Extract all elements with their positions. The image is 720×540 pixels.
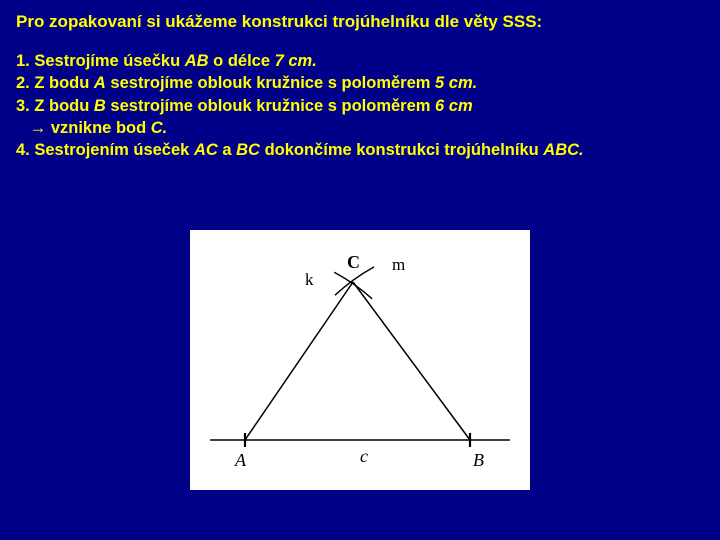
step-3: 3. Z bodu B sestrojíme oblouk kružnice s… xyxy=(16,95,704,117)
svg-text:C: C xyxy=(347,252,360,272)
title-area: Pro zopakovaní si ukážeme konstrukci tro… xyxy=(0,0,720,32)
step-4: 4. Sestrojením úseček AC a BC dokončíme … xyxy=(16,139,704,161)
step-1-text-c: o délce xyxy=(209,52,275,70)
step-4-text-c: a xyxy=(218,141,236,159)
step-3-c: C. xyxy=(151,119,168,137)
step-1-text-a: 1. Sestrojíme úsečku xyxy=(16,52,185,70)
step-3-arrow: → vznikne bod xyxy=(16,119,151,137)
slide-title: Pro zopakovaní si ukážeme konstrukci tro… xyxy=(16,12,704,32)
step-3-b: B xyxy=(94,97,106,115)
step-2-text-c: sestrojíme oblouk kružnice s poloměrem xyxy=(106,74,435,92)
step-2-text-a: 2. Z bodu xyxy=(16,74,94,92)
slide: Pro zopakovaní si ukážeme konstrukci tro… xyxy=(0,0,720,540)
step-3-text-c: sestrojíme oblouk kružnice s poloměrem xyxy=(106,97,435,115)
svg-text:c: c xyxy=(360,446,368,466)
step-3b: → vznikne bod C. xyxy=(16,117,704,139)
svg-text:B: B xyxy=(473,450,484,470)
step-4-text-e: dokončíme konstrukci trojúhelníku xyxy=(260,141,543,159)
step-4-bc: BC xyxy=(236,141,260,159)
step-2: 2. Z bodu A sestrojíme oblouk kružnice s… xyxy=(16,72,704,94)
step-2-a: A xyxy=(94,74,106,92)
triangle-diagram: A B Cc k m xyxy=(190,230,530,490)
step-4-abc: ABC. xyxy=(543,141,583,159)
svg-text:A: A xyxy=(234,450,247,470)
step-1-ab: AB xyxy=(185,52,209,70)
svg-text:m: m xyxy=(392,255,405,274)
svg-text:k: k xyxy=(305,270,314,289)
triangle-svg: A B Cc k m xyxy=(190,230,530,490)
step-3-len: 6 cm xyxy=(435,97,473,115)
step-2-len: 5 cm. xyxy=(435,74,477,92)
step-4-ac: AC xyxy=(194,141,218,159)
step-1: 1. Sestrojíme úsečku AB o délce 7 cm. xyxy=(16,50,704,72)
step-3-text-a: 3. Z bodu xyxy=(16,97,94,115)
step-4-text-a: 4. Sestrojením úseček xyxy=(16,141,194,159)
body-area: 1. Sestrojíme úsečku AB o délce 7 cm. 2.… xyxy=(0,32,720,161)
step-1-len: 7 cm. xyxy=(275,52,317,70)
